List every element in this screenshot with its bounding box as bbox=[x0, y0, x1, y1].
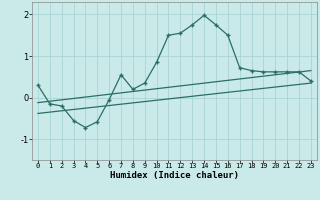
X-axis label: Humidex (Indice chaleur): Humidex (Indice chaleur) bbox=[110, 171, 239, 180]
